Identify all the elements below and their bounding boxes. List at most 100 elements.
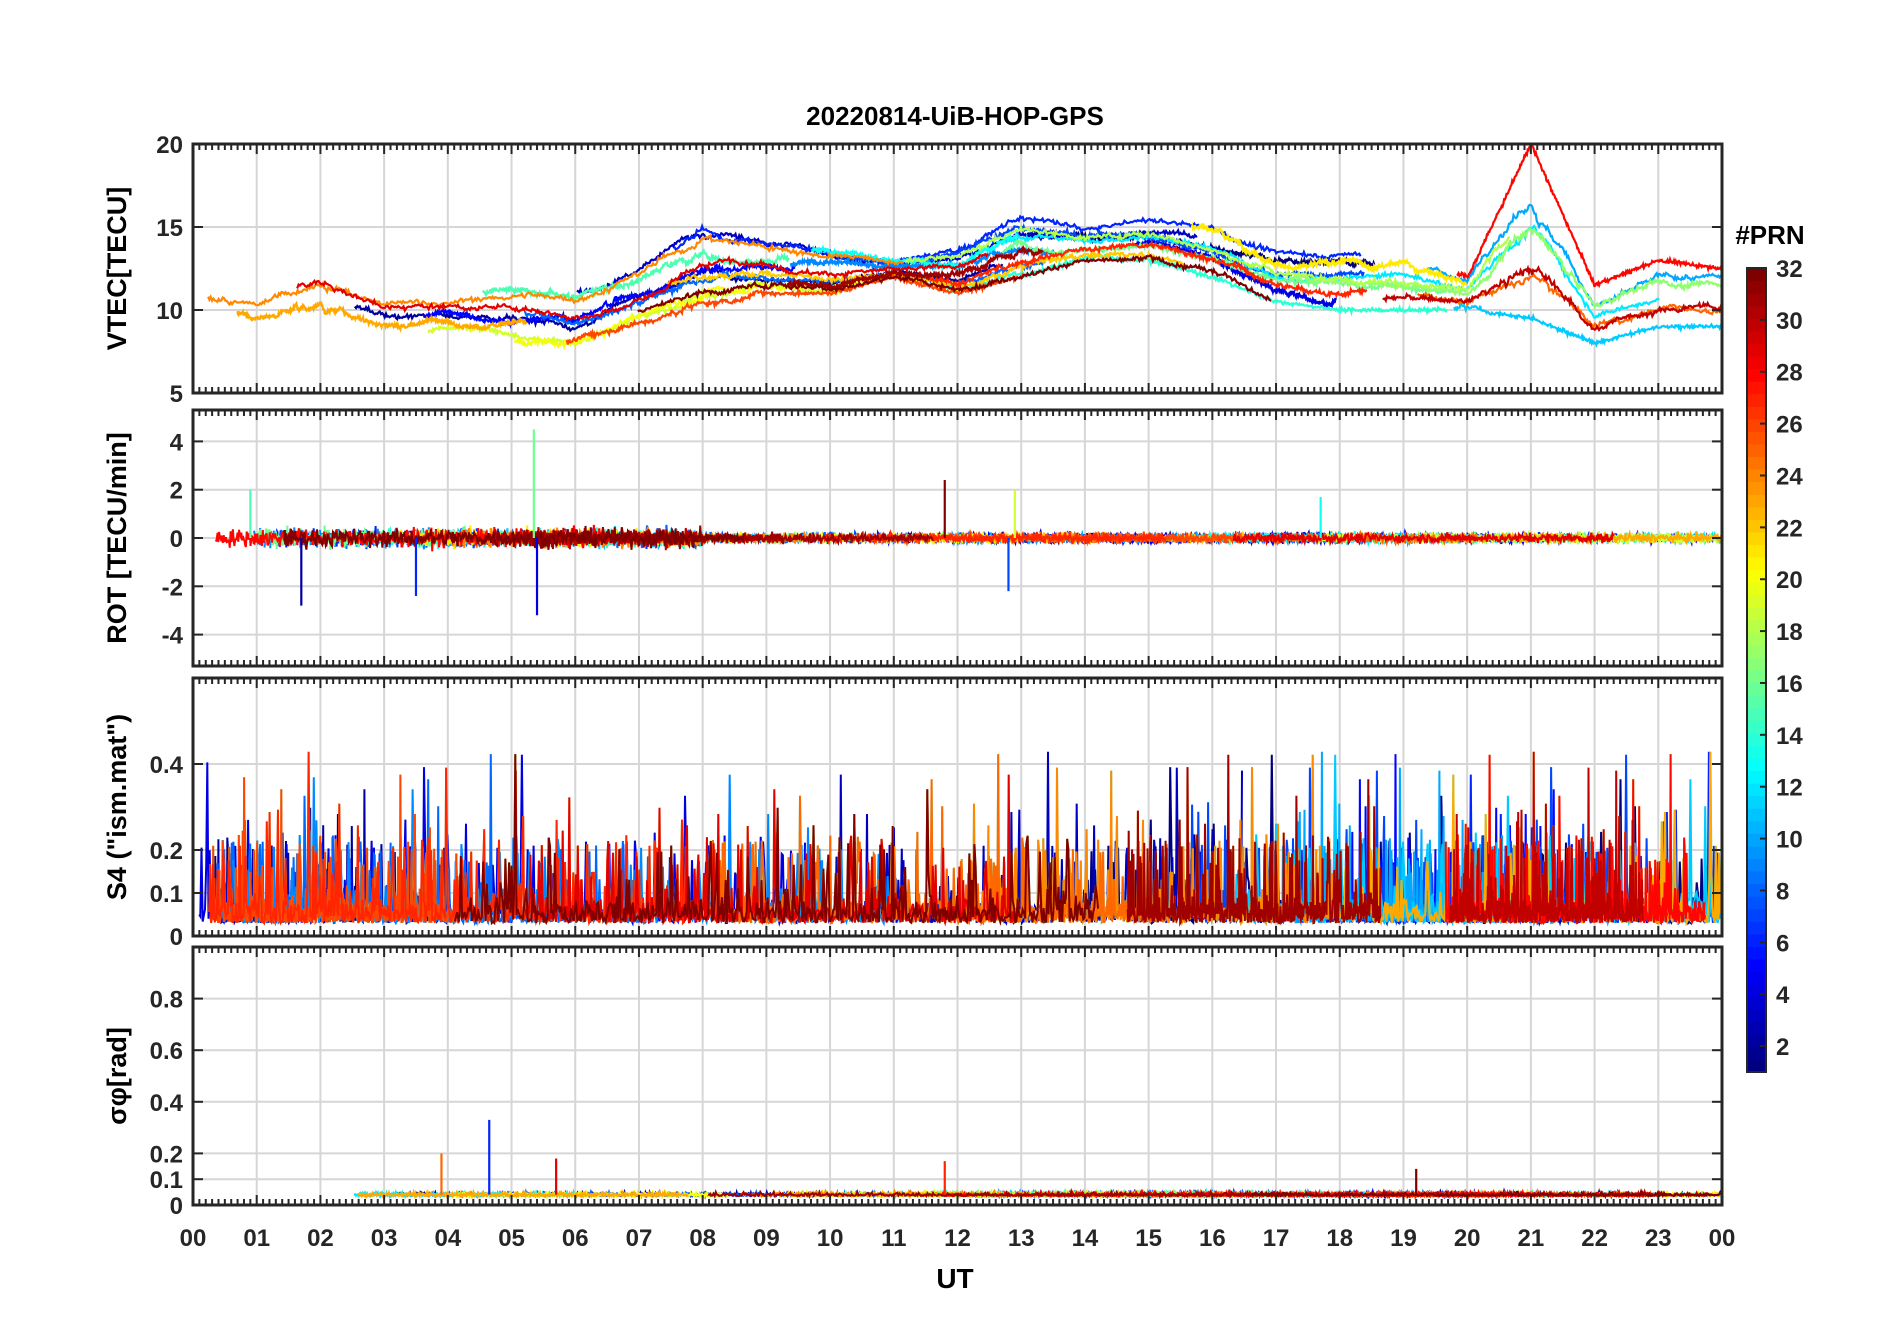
x-tick-label: 16: [1199, 1225, 1226, 1252]
colorbar-tick-label: 8: [1776, 878, 1789, 905]
y-tick-label: 0: [170, 526, 183, 553]
prn-31-line: [707, 1187, 1289, 1199]
x-ticks: [192, 947, 1723, 1205]
colorbar-tick-label: 24: [1776, 463, 1803, 490]
x-tick-label: 20: [1454, 1225, 1481, 1252]
prn-28-line: [1456, 144, 1722, 289]
y-tick-label: -4: [162, 623, 184, 650]
panel-1: 5 10 15 20 VTEC[TECU]: [102, 132, 1724, 408]
prn-11-line: [1453, 303, 1722, 348]
x-tick-label: 12: [944, 1225, 971, 1252]
prn-22-line: [667, 248, 1186, 294]
colorbar-label: #PRN: [1735, 220, 1804, 250]
colorbar-tick-label: 4: [1776, 982, 1790, 1009]
x-tick-label: 22: [1581, 1225, 1608, 1252]
prn-30-line: [1449, 751, 1644, 924]
x-tick-label: 14: [1072, 1225, 1099, 1252]
x-tick-label: 01: [243, 1225, 270, 1252]
y-axis-label: ROT [TECU/min]: [102, 432, 132, 643]
colorbar-tick-label: 12: [1776, 775, 1803, 802]
colorbar-tick-label: 30: [1776, 308, 1803, 335]
y-axis-label: S4 ("ism.mat"): [102, 714, 132, 900]
figure-title: 20220814-UiB-HOP-GPS: [806, 101, 1104, 131]
prn-30-line: [1382, 264, 1722, 332]
x-tick-label: 10: [817, 1225, 844, 1252]
prn-29-line: [296, 252, 989, 323]
prn-30-line: [522, 527, 785, 551]
y-tick-label: 4: [170, 429, 184, 456]
panel-4: 00.10.2 0.4 0.6 0.8 σφ[rad]: [102, 945, 1724, 1220]
grid: [193, 947, 1722, 1205]
x-tick-label: 21: [1518, 1225, 1545, 1252]
colorbar-tick-label: 10: [1776, 827, 1803, 854]
x-tick-label: 15: [1135, 1225, 1162, 1252]
x-tick-label: 02: [307, 1225, 334, 1252]
x-tick-label: 08: [689, 1225, 716, 1252]
prn-26-line: [565, 272, 1025, 345]
x-tick-label: 00: [1709, 1225, 1736, 1252]
prn-27-line: [925, 239, 1368, 300]
prn-10-line: [1426, 203, 1722, 309]
series-lines: [353, 1119, 1722, 1200]
y-tick-label: 0.1: [150, 881, 183, 908]
x-tick-label: 07: [626, 1225, 653, 1252]
x-tick-label: 09: [753, 1225, 780, 1252]
colorbar-tick-label: 26: [1776, 412, 1803, 439]
prn-27-line: [809, 528, 1167, 546]
x-tick-label: 03: [371, 1225, 398, 1252]
x-tick-label: 06: [562, 1225, 589, 1252]
series-lines: [207, 144, 1722, 351]
prn-32-line: [283, 525, 745, 550]
y-tick-label: 15: [156, 215, 183, 242]
x-tick-labels: 00 01 02 03 04 05 06 07 08 09 10 11 12 13 14 15 16 17 18 19…: [180, 1225, 1736, 1252]
x-ticks: [192, 410, 1723, 666]
colorbar-tick-label: 20: [1776, 567, 1803, 594]
x-tick-label: 18: [1326, 1225, 1353, 1252]
y-tick-label: 0.2: [150, 1141, 183, 1168]
y-tick-label: 0: [170, 924, 183, 951]
y-tick-label: 0.1: [150, 1167, 183, 1194]
colorbar-tick-label: 32: [1776, 256, 1803, 283]
y-tick-label: 5: [170, 381, 183, 408]
prn-6-line: [673, 214, 1362, 266]
prn-13-line: [810, 231, 1019, 271]
colorbar-tick-label: 28: [1776, 360, 1803, 387]
prn-32-line: [1251, 1188, 1722, 1199]
series-lines: [198, 751, 1722, 928]
y-tick-label: 0.6: [150, 1038, 183, 1065]
colorbar-tick-label: 2: [1776, 1034, 1789, 1061]
prn-31-line: [1126, 754, 1382, 927]
prn-23-line: [357, 1188, 689, 1200]
prn-5-line: [422, 261, 796, 330]
colorbar-tick-label: 22: [1776, 515, 1803, 542]
prn-14-line: [934, 253, 1448, 317]
y-tick-label: 0.8: [150, 987, 183, 1014]
x-tick-label: 13: [1008, 1225, 1035, 1252]
y-tick-label: 10: [156, 298, 183, 325]
y-tick-label: -2: [162, 574, 183, 601]
x-tick-label: 23: [1645, 1225, 1672, 1252]
x-ticks: [192, 678, 1723, 936]
panel-2: -4 -2 0 2 4 ROT [TECU/min]: [102, 408, 1724, 668]
x-axis-label: UT: [936, 1263, 973, 1294]
x-tick-label: 05: [498, 1225, 525, 1252]
y-axis-label: VTEC[TECU]: [102, 187, 132, 351]
prn-32-line: [453, 754, 1100, 926]
colorbar-box: [1746, 267, 1767, 1073]
y-tick-label: 0.4: [150, 1090, 184, 1117]
y-tick-label: 2: [170, 478, 183, 505]
y-tick-label: 0.4: [150, 752, 184, 779]
prn-23-line: [1337, 751, 1722, 927]
y-tick-label: 20: [156, 132, 183, 159]
prn-29-line: [1232, 530, 1615, 547]
x-tick-label: 00: [180, 1225, 207, 1252]
colorbar-tick-label: 16: [1776, 671, 1803, 698]
colorbar-tick-label: 14: [1776, 723, 1803, 750]
prn-4-line: [1134, 237, 1337, 310]
x-ticks: [192, 144, 1723, 393]
y-axis-label: σφ[rad]: [102, 1027, 132, 1125]
y-tick-label: 0: [170, 1193, 183, 1220]
x-tick-label: 04: [434, 1225, 461, 1252]
